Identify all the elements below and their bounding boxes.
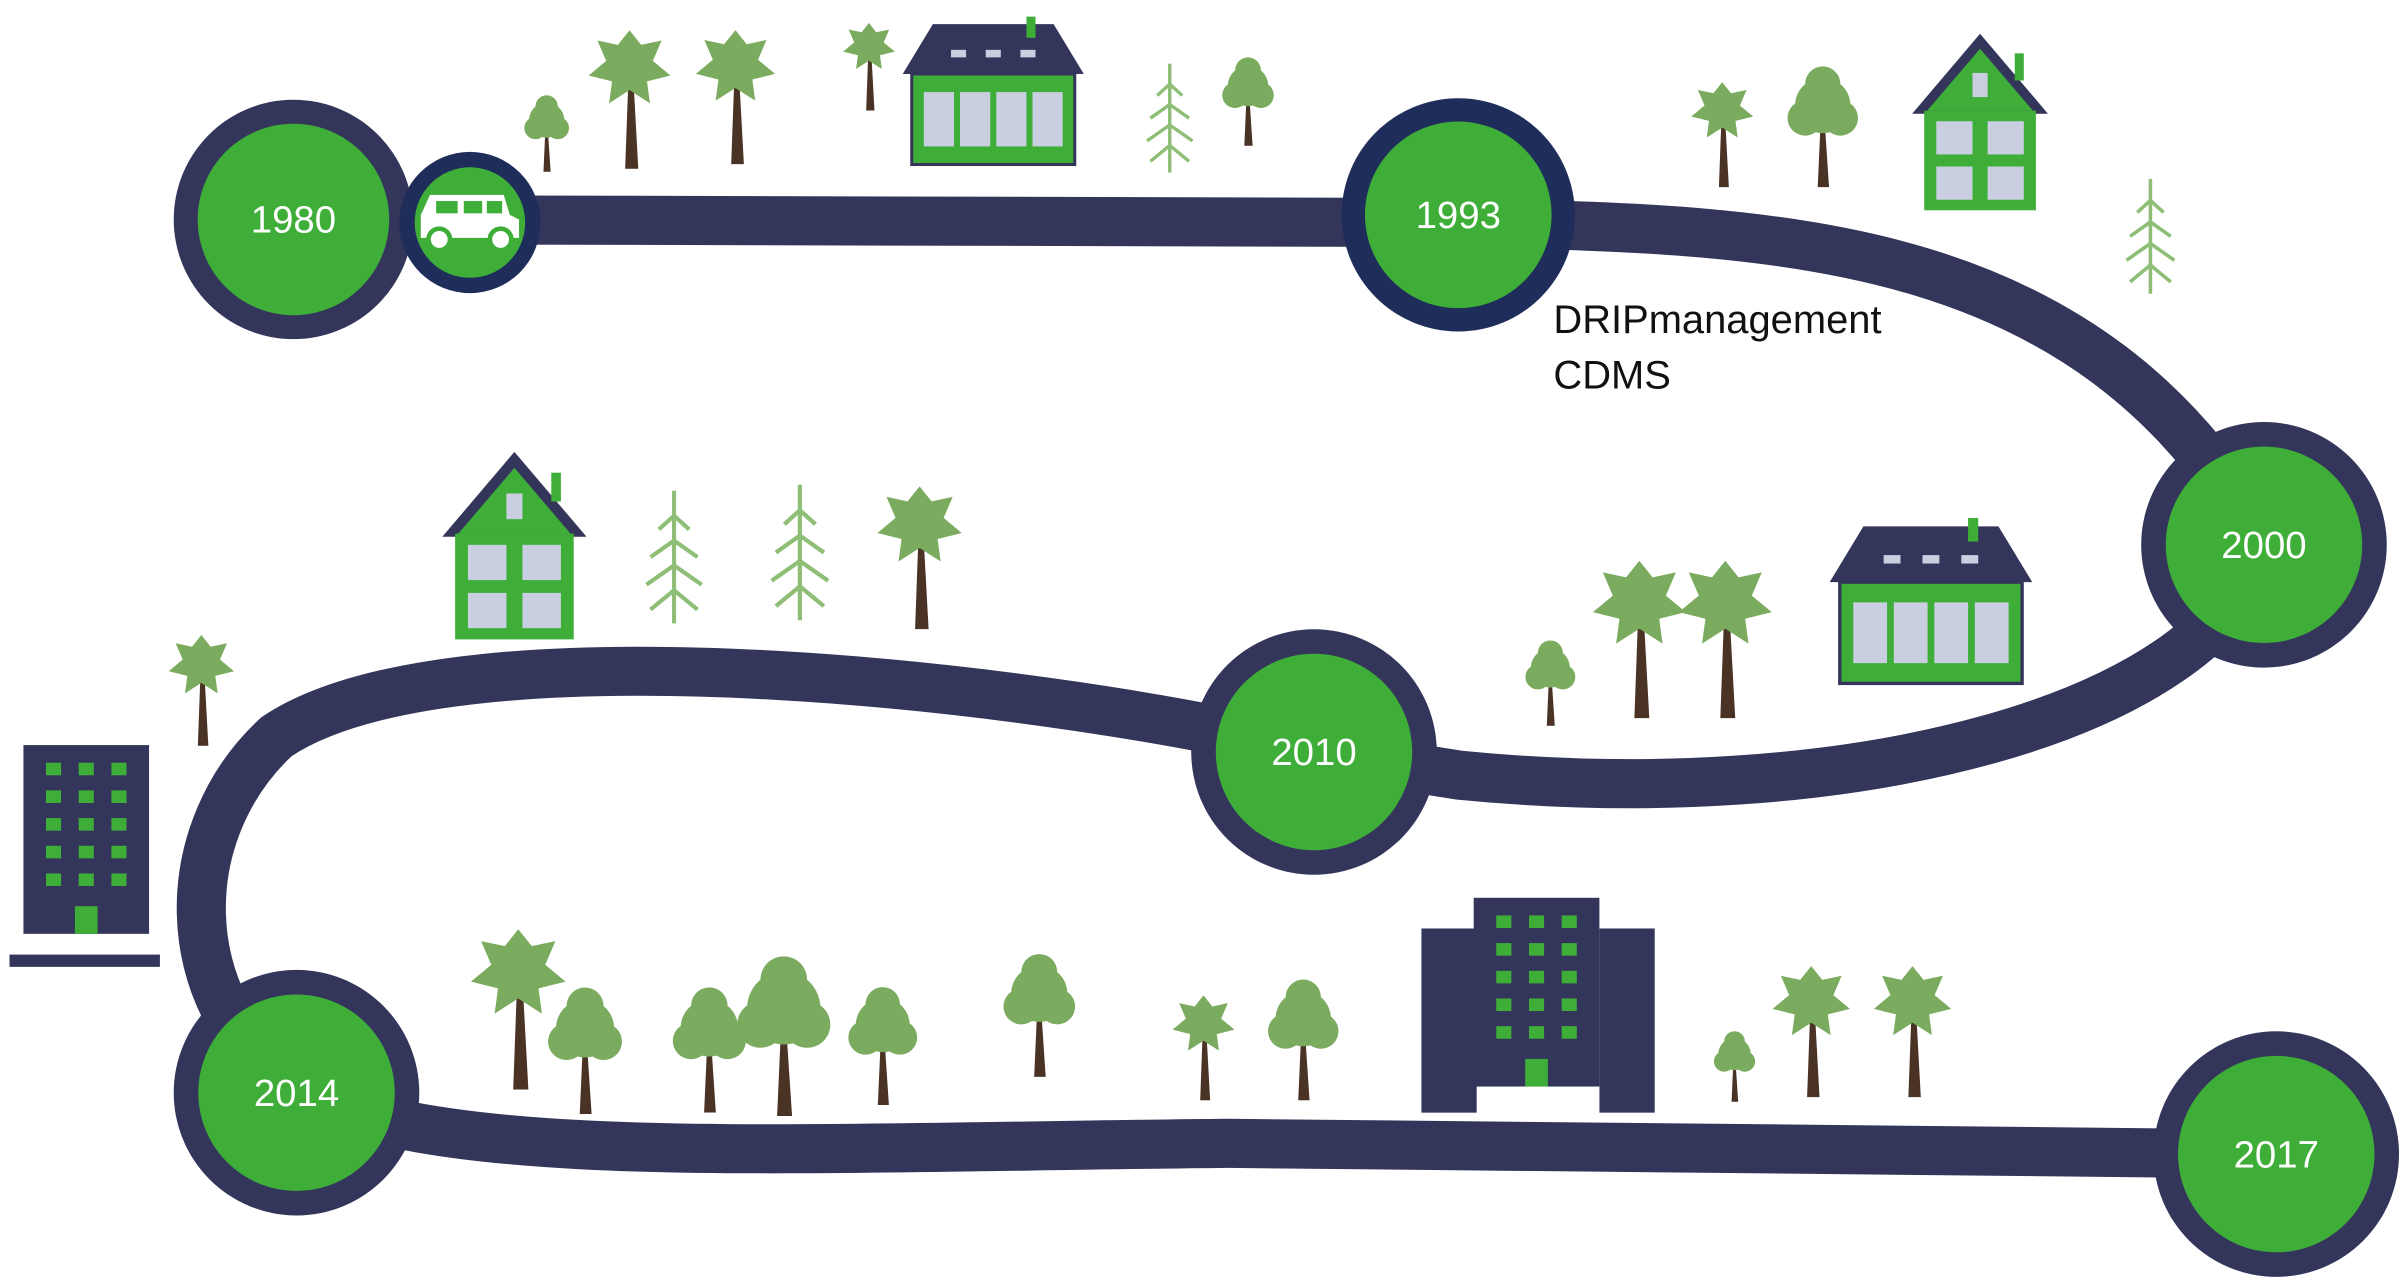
milestone-dot [1364,121,1552,309]
building [23,745,150,934]
building-wing [1421,928,1477,1113]
pine [772,485,828,621]
milestones: 1980 1993 DRIPmanagement CDMS 2000 2010 2014 20… [173,98,2400,1277]
house [1829,516,2033,686]
milestone-dot [2165,446,2363,644]
building-wing [1599,928,1655,1113]
pine [646,491,701,624]
tree [548,987,622,1115]
car-badge [399,151,541,294]
tree [1172,995,1235,1101]
tree [1772,966,1850,1098]
milestone-year: 2017 [2234,1133,2319,1176]
milestone-year: 2000 [2221,524,2306,567]
tree [695,30,775,165]
tree [1691,82,1754,188]
tree [737,956,831,1116]
tree [672,987,746,1113]
building [1473,897,1600,1087]
milestone-dot [1215,653,1413,851]
pine [1147,64,1192,173]
tree [877,486,962,630]
tree [1525,640,1576,726]
milestone-year: 2014 [254,1072,339,1115]
milestone-year: 1993 [1416,194,1501,237]
tree [168,635,235,746]
scenery [9,15,2175,1116]
house [1912,33,2048,211]
tree [1873,966,1952,1098]
tree [1787,66,1858,188]
ground [9,954,160,967]
milestone-dot [198,994,395,1191]
milestone-year: 2010 [1271,731,1356,774]
tree [1003,954,1076,1077]
tree [848,987,918,1105]
milestone-dot [2178,1055,2375,1253]
tree [843,23,895,111]
tree [470,929,566,1090]
milestone-dot [197,123,390,316]
house [902,15,1084,167]
milestone-note: CDMS [1553,353,1670,397]
milestone-year: 1980 [251,199,336,242]
house [442,451,587,640]
tree [1592,560,1686,719]
tree [588,30,671,169]
tree [524,95,569,172]
tree [1713,1031,1756,1102]
tree [1222,57,1274,146]
tree [1678,560,1772,719]
pine [2126,179,2174,294]
milestone-note: DRIPmanagement [1553,298,1881,342]
tree [1268,979,1339,1101]
